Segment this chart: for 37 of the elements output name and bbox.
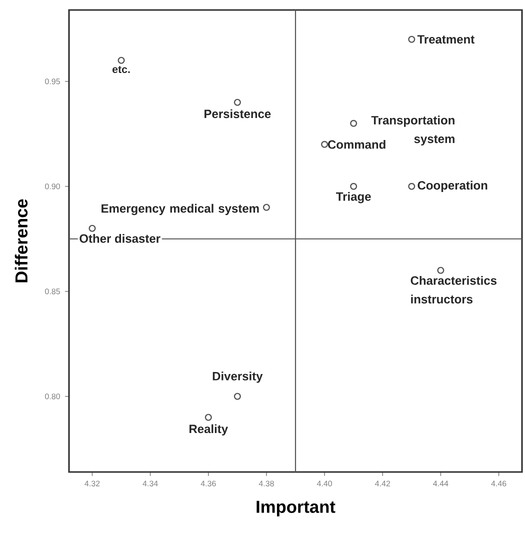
y-tick-label: 0.90 [45, 184, 60, 190]
x-axis-title: Important [256, 500, 336, 516]
annotation: Emergency medical system [102, 204, 259, 216]
annotation: Reality [190, 424, 228, 436]
annotation: Treatment [417, 35, 474, 44]
x-tick-label: 4.40 [316, 480, 332, 486]
y-tick-label: 0.95 [45, 78, 60, 84]
x-tick-label: 4.34 [142, 480, 158, 486]
point [88, 224, 96, 232]
annotation: Triage [336, 192, 371, 204]
point [408, 182, 416, 190]
point [118, 56, 125, 64]
annotation: Diversity [212, 372, 263, 383]
annotation: Command [328, 140, 386, 149]
point [408, 36, 416, 43]
y-tick-label: 0.80 [45, 394, 60, 400]
point [350, 182, 358, 190]
point [204, 414, 212, 421]
y-axis-title: Difference [14, 199, 28, 282]
point [321, 140, 328, 148]
annotation: Persistence [204, 109, 271, 118]
x-tick-label: 4.42 [375, 480, 390, 486]
point [234, 98, 241, 106]
annotation: Cooperation [418, 180, 488, 192]
x-tick-label: 4.44 [433, 480, 448, 486]
annotation: Characteristics instructors [410, 276, 497, 304]
point [262, 204, 270, 211]
point [350, 120, 358, 127]
point [234, 392, 241, 400]
x-tick-label: 4.38 [258, 480, 274, 486]
point [437, 266, 444, 274]
annotation: Other disaster [80, 234, 160, 243]
y-tick-label: 0.85 [45, 288, 60, 294]
annotation: etc. [112, 66, 130, 74]
x-tick-label: 4.32 [84, 480, 100, 486]
x-tick-label: 4.46 [491, 480, 506, 486]
x-tick-label: 4.36 [200, 480, 216, 486]
